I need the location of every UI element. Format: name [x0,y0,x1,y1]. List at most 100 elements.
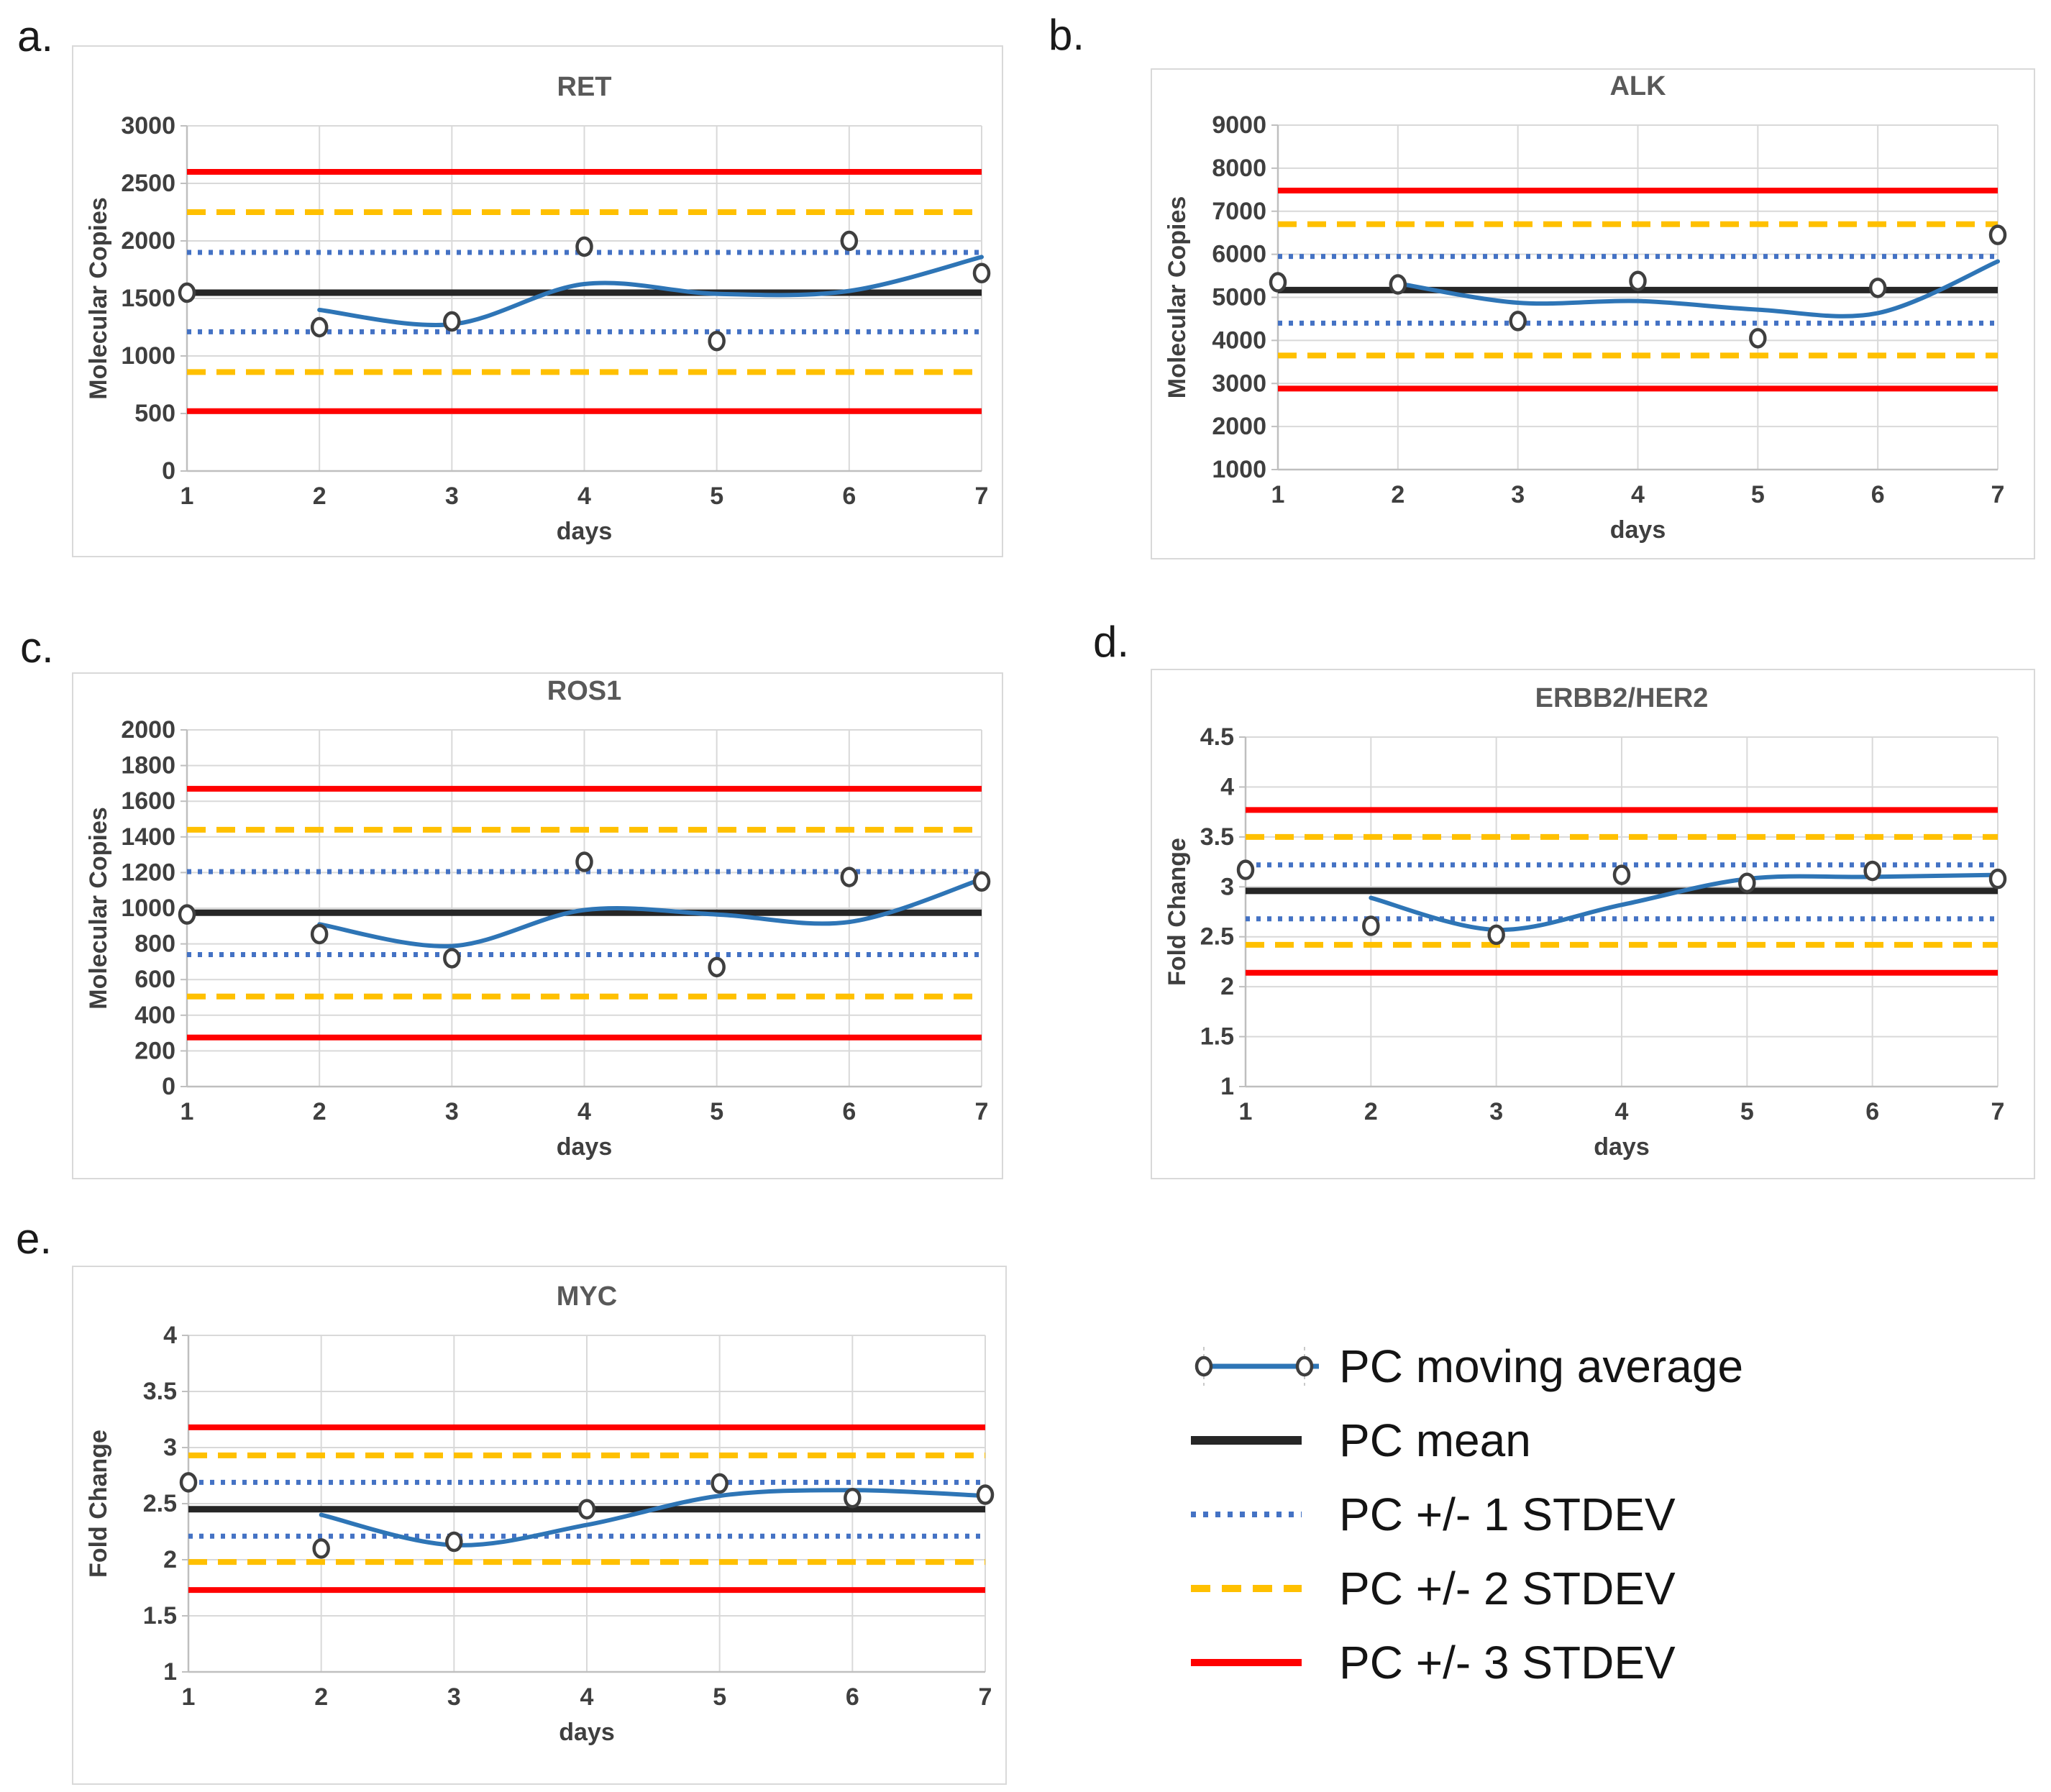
pc-data-point [575,851,593,872]
legend-item-stdev2: PC +/- 2 STDEV [1185,1551,1743,1625]
y-axis-title: Fold Change [85,1430,112,1578]
legend-marker [1295,1356,1314,1376]
pc-data-point [840,867,859,887]
y-tick-label: 8000 [1212,155,1266,182]
x-tick-label: 5 [1740,1098,1754,1125]
x-tick-label: 4 [580,1683,594,1711]
y-tick-label: 9000 [1212,111,1266,139]
y-tick-label: 1800 [121,752,175,780]
x-tick-label: 3 [445,1098,459,1125]
y-tick-label: 5000 [1212,284,1266,311]
y-tick-label: 2000 [121,716,175,744]
x-tick-label: 6 [842,1098,856,1125]
panel-letter-d: d. [1093,618,1130,666]
moving-average-line [319,1488,987,1548]
y-tick-label: 3000 [1212,370,1266,397]
y-axis-title: Molecular Copies [85,197,112,400]
x-tick-label: 4 [577,483,591,510]
y-tick-label: 3.5 [143,1378,177,1405]
y-tick-label: 2000 [1212,413,1266,440]
x-tick-label: 3 [1489,1098,1503,1125]
x-tick-label: 1 [181,483,194,510]
pc-data-point [312,1538,330,1559]
pc-data-point [1988,868,2007,890]
y-tick-label: 4.5 [1200,723,1234,751]
x-tick-label: 4 [577,1098,591,1125]
y-tick-label: 1400 [121,823,175,851]
chart-erbb2-her2: 1 1.5 2 2.5 3 3.5 4 4.5 1 2 3 4 5 6 7 ERBB2/HER2 days Fol… [1151,669,2035,1179]
x-tick-label: 5 [1751,481,1765,508]
chart-ret: 0 500 1000 1500 2000 2500 3000 1 2 3 4 5 6 7 RET days Mo… [72,45,1003,557]
y-tick-label: 1500 [121,285,175,312]
y-tick-label: 2 [163,1546,177,1573]
y-tick-label: 1 [163,1658,177,1686]
pc-data-point [443,948,461,969]
pc-data-point [1738,872,1756,893]
pc-data-point [1749,328,1767,349]
chart-alk-plot: 1000 2000 3000 4000 5000 6000 7000 8000 9000 1 2 3 4… [1164,71,2007,544]
chart-ros1-plot: 0 200 400 600 800 1000 1200 1400 1600 1800 2000 1 2 3… [85,676,991,1161]
legend-item-stdev3: PC +/- 3 STDEV [1185,1625,1743,1699]
legend: PC moving average PC mean PC +/- 1 STDEV… [1185,1329,1743,1699]
pc-data-point [1362,915,1380,936]
y-tick-label: 1600 [121,787,175,815]
chart-erbb2-her2-plot: 1 1.5 2 2.5 3 3.5 4 4.5 1 2 3 4 5 6 7 ERBB2/HER2 days Fol… [1164,683,2007,1161]
moving-average-line [1395,259,2000,319]
y-tick-label: 4 [163,1322,177,1349]
y-tick-label: 0 [162,457,175,485]
pc-data-point [1236,859,1255,880]
x-tick-label: 1 [182,1683,196,1711]
pc-data-point [1629,270,1647,291]
x-tick-label: 6 [842,483,856,510]
x-tick-label: 5 [710,483,723,510]
x-tick-label: 1 [181,1098,194,1125]
y-tick-label: 1200 [121,859,175,886]
x-tick-label: 7 [975,1098,989,1125]
chart-ret-plot: 0 500 1000 1500 2000 2500 3000 1 2 3 4 5 6 7 RET days Mo… [85,72,991,545]
y-tick-label: 800 [134,931,175,958]
x-tick-label: 6 [1871,481,1885,508]
x-tick-label: 7 [979,1683,992,1711]
y-axis-title: Molecular Copies [85,807,112,1010]
y-tick-label: 2.5 [1200,923,1234,951]
x-tick-label: 5 [710,1098,723,1125]
chart-ros1: 0 200 400 600 800 1000 1200 1400 1600 1800 2000 1 2 3… [72,672,1003,1179]
legend-label: PC +/- 3 STDEV [1339,1636,1676,1688]
legend-marker [1194,1356,1213,1376]
y-tick-label: 7000 [1212,198,1266,225]
y-tick-label: 6000 [1212,241,1266,268]
y-axis-title: Molecular Copies [1164,196,1191,399]
legend-label: PC mean [1339,1414,1531,1466]
chart-alk: 1000 2000 3000 4000 5000 6000 7000 8000 9000 1 2 3 4… [1151,68,2035,559]
y-tick-label: 2500 [121,170,175,197]
x-tick-label: 5 [713,1683,726,1711]
x-axis-title: days [1610,516,1666,544]
y-tick-label: 2.5 [143,1490,177,1517]
x-tick-label: 7 [1991,1098,2005,1125]
pc-data-point [708,330,726,352]
y-tick-label: 500 [134,400,175,427]
pc-data-point [575,236,593,257]
x-tick-label: 3 [1511,481,1525,508]
pc-data-point [1269,272,1287,293]
chart-title: ALK [1609,71,1666,101]
pc-data-point [840,230,859,252]
y-tick-label: 1000 [121,895,175,922]
x-tick-label: 1 [1271,481,1285,508]
mean-line-icon [1191,1435,1302,1445]
pc-data-point [1612,864,1631,885]
pc-data-point [1487,924,1505,946]
x-tick-label: 3 [445,483,459,510]
pc-data-point [443,311,461,332]
panel-letter-e: e. [16,1215,52,1263]
y-tick-label: 1.5 [1200,1023,1234,1051]
x-tick-label: 4 [1615,1098,1629,1125]
y-axis-title: Fold Change [1164,838,1191,986]
x-axis-title: days [557,518,613,545]
x-tick-label: 4 [1631,481,1645,508]
chart-myc-plot: 1 1.5 2 2.5 3 3.5 4 1 2 3 4 5 6 7 MYC days Fold Change [85,1281,995,1746]
x-tick-label: 2 [1364,1098,1378,1125]
y-tick-label: 4 [1220,773,1234,800]
pc-data-point [1863,860,1881,882]
